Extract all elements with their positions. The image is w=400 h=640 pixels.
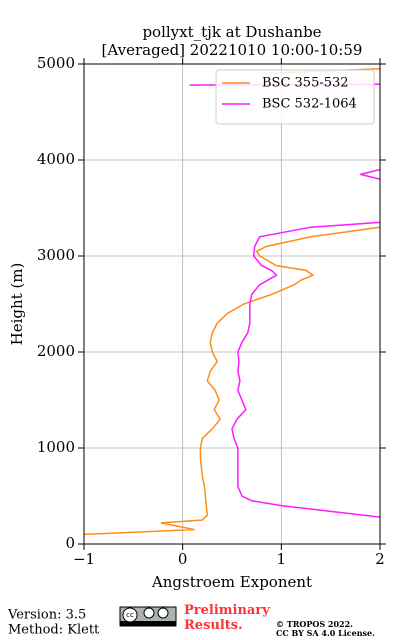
profile-line	[189, 83, 380, 518]
x-tick-label: 0	[178, 550, 188, 568]
version: Version: 3.5	[7, 608, 86, 623]
legend-box	[215, 69, 375, 125]
y-tick-label: 0	[65, 534, 75, 552]
y-tick-label: 4000	[37, 150, 75, 168]
y-axis-label: Height (m)	[8, 263, 26, 346]
y-tick-label: 5000	[37, 54, 75, 72]
cc-logo: cc	[119, 606, 177, 627]
x-tick-label: 1	[277, 550, 287, 568]
plot-frame	[83, 63, 381, 545]
preliminary: Preliminary Results.	[184, 603, 270, 633]
profile-line	[84, 68, 380, 536]
method: Method: Klett	[8, 623, 100, 638]
y-tick-label: 3000	[37, 246, 75, 264]
svg-text:cc: cc	[126, 611, 134, 619]
license: CC BY SA 4.0 License.	[276, 628, 375, 638]
chart-title: pollyxt_tjk at Dushanbe	[142, 23, 321, 41]
legend-label: BSC 355-532	[262, 76, 349, 91]
chart-subtitle: [Averaged] 20221010 10:00-10:59	[102, 41, 363, 59]
x-tick-label: −1	[73, 550, 95, 568]
y-tick-label: 2000	[37, 342, 75, 360]
copyright: © TROPOS 2022.	[276, 619, 353, 629]
x-axis-label: Angstroem Exponent	[151, 573, 312, 591]
x-tick-label: 2	[375, 550, 385, 568]
y-tick-label: 1000	[37, 438, 75, 456]
legend-label: BSC 532-1064	[262, 97, 357, 112]
